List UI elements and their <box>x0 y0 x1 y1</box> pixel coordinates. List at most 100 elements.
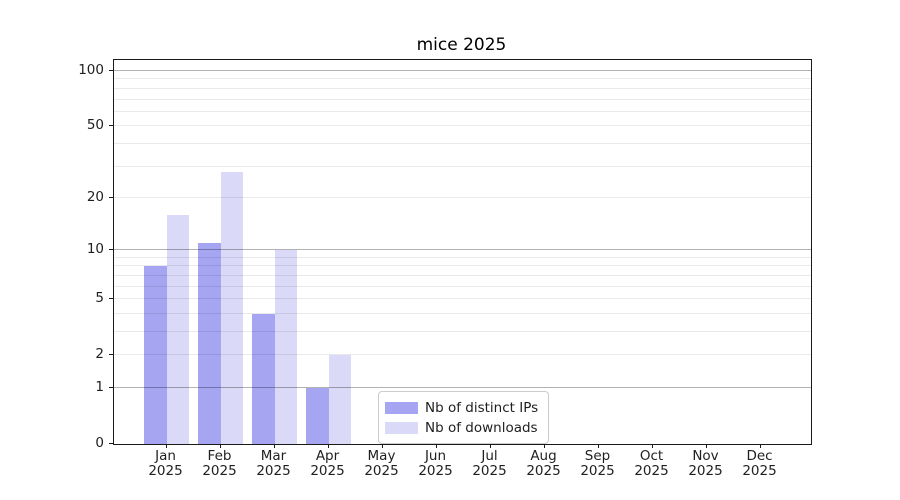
legend: Nb of distinct IPs Nb of downloads <box>378 391 550 444</box>
x-axis-tick-label: Jul 2025 <box>458 449 522 479</box>
x-axis-tick-label: May 2025 <box>350 449 414 479</box>
plot-area <box>113 59 812 445</box>
legend-entry-distinct-ips: Nb of distinct IPs <box>385 399 538 416</box>
x-tick-mark <box>543 444 545 448</box>
minor-gridline <box>114 142 811 144</box>
y-axis-tick-label: 100 <box>78 62 104 78</box>
y-axis-tick-label: 0 <box>95 435 104 451</box>
year-label: 2025 <box>526 463 561 479</box>
year-label: 2025 <box>688 463 723 479</box>
major-gridline <box>114 387 811 388</box>
x-axis-tick-label: Feb 2025 <box>188 449 252 479</box>
x-tick-mark <box>651 444 653 448</box>
bar-distinct-ips-mar <box>252 313 275 444</box>
legend-label-downloads: Nb of downloads <box>425 419 538 436</box>
x-axis-tick-label: Oct 2025 <box>620 449 684 479</box>
x-tick-mark <box>381 444 383 448</box>
y-axis-tick-label: 1 <box>95 379 104 395</box>
month-label: Aug <box>530 448 557 464</box>
month-label: Sep <box>584 448 611 464</box>
distinct-ips-swatch-icon <box>385 401 418 414</box>
bar-downloads-mar <box>274 250 297 444</box>
minor-gridline <box>114 125 811 127</box>
month-label: Mar <box>260 448 287 464</box>
x-tick-mark <box>165 444 167 448</box>
y-axis-tick-label: 5 <box>95 290 104 307</box>
minor-gridline <box>114 87 811 89</box>
minor-gridline <box>114 312 811 314</box>
x-axis-tick-label: Aug 2025 <box>512 449 576 479</box>
y-tick-mark <box>109 196 113 198</box>
y-axis-tick-label: 10 <box>86 241 104 258</box>
x-tick-mark <box>273 444 275 448</box>
x-axis-tick-label: Jun 2025 <box>404 449 468 479</box>
y-tick-mark <box>109 298 113 300</box>
bar-distinct-ips-apr <box>306 388 329 444</box>
y-tick-mark <box>109 354 113 356</box>
minor-gridline <box>114 165 811 167</box>
minor-gridline <box>114 274 811 276</box>
month-label: Feb <box>207 448 232 464</box>
legend-label-distinct-ips: Nb of distinct IPs <box>425 399 539 416</box>
year-label: 2025 <box>364 463 399 479</box>
month-label: Dec <box>746 448 773 464</box>
major-gridline <box>114 249 811 251</box>
month-label: Oct <box>639 448 664 464</box>
minor-gridline <box>114 196 811 198</box>
minor-gridline <box>114 98 811 100</box>
x-axis-tick-label: Jan 2025 <box>134 449 198 479</box>
y-tick-mark <box>109 70 113 71</box>
x-tick-mark <box>705 444 707 448</box>
year-label: 2025 <box>256 463 291 479</box>
legend-entry-downloads: Nb of downloads <box>385 419 538 436</box>
minor-gridline <box>114 265 811 267</box>
x-tick-mark <box>327 444 329 448</box>
bar-downloads-feb <box>220 171 243 444</box>
minor-gridline <box>114 354 811 356</box>
bar-distinct-ips-jan <box>144 266 167 444</box>
month-label: Jun <box>424 448 447 464</box>
month-label: Nov <box>692 448 719 464</box>
y-axis-tick-label: 20 <box>86 188 104 205</box>
y-tick-mark <box>109 387 113 388</box>
year-label: 2025 <box>634 463 669 479</box>
x-tick-mark <box>435 444 437 448</box>
minor-gridline <box>114 256 811 258</box>
month-label: Apr <box>315 448 340 464</box>
x-axis-tick-label: Nov 2025 <box>674 449 738 479</box>
month-label: May <box>367 448 396 464</box>
minor-gridline <box>114 331 811 332</box>
year-label: 2025 <box>148 463 183 479</box>
year-label: 2025 <box>202 463 237 479</box>
month-label: Jul <box>481 448 498 464</box>
y-axis-tick-label: 2 <box>95 346 104 363</box>
year-label: 2025 <box>742 463 777 479</box>
x-tick-mark <box>597 444 599 448</box>
month-label: Jan <box>155 448 176 464</box>
minor-gridline <box>114 298 811 300</box>
bar-downloads-apr <box>328 355 351 444</box>
major-gridline <box>114 70 811 71</box>
x-axis-tick-label: Mar 2025 <box>242 449 306 479</box>
y-tick-mark <box>109 125 113 127</box>
minor-gridline <box>114 285 811 287</box>
x-tick-mark <box>759 444 761 448</box>
bar-downloads-jan <box>166 215 189 444</box>
minor-gridline <box>114 78 811 80</box>
downloads-swatch-icon <box>385 421 418 434</box>
x-axis-tick-label: Sep 2025 <box>566 449 630 479</box>
x-axis-tick-label: Dec 2025 <box>728 449 792 479</box>
year-label: 2025 <box>472 463 507 479</box>
x-tick-mark <box>219 444 221 448</box>
y-tick-mark <box>109 249 113 251</box>
x-tick-mark <box>489 444 491 448</box>
year-label: 2025 <box>310 463 345 479</box>
minor-gridline <box>114 110 811 112</box>
chart-title: mice 2025 <box>416 35 507 55</box>
y-axis-tick-label: 50 <box>86 117 104 134</box>
x-axis-tick-label: Apr 2025 <box>296 449 360 479</box>
bar-distinct-ips-feb <box>198 243 221 444</box>
year-label: 2025 <box>580 463 615 479</box>
year-label: 2025 <box>418 463 453 479</box>
